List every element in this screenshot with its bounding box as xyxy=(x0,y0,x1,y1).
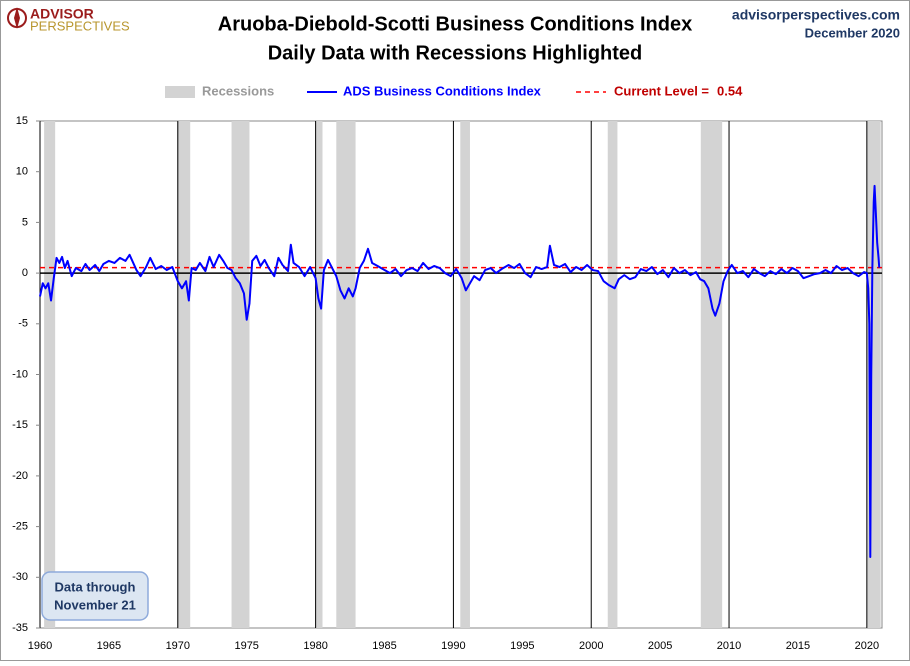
y-tick-label: -15 xyxy=(12,419,28,431)
y-tick-label: 5 xyxy=(22,216,28,228)
recession xyxy=(231,121,250,628)
x-tick-label: 1965 xyxy=(97,640,121,652)
x-tick-label: 2010 xyxy=(717,640,741,652)
x-tick-label: 2020 xyxy=(855,640,879,652)
logo-top: ADVISOR xyxy=(30,6,94,22)
recession xyxy=(336,121,356,628)
legend-label: ADS Business Conditions Index xyxy=(343,83,542,98)
y-tick-label: -10 xyxy=(12,368,28,380)
series-line xyxy=(39,184,881,559)
y-tick-label: -5 xyxy=(18,318,28,330)
x-tick-label: 2015 xyxy=(786,640,810,652)
y-tick-label: 15 xyxy=(16,115,28,127)
y-tick-label: 0 xyxy=(22,267,28,279)
chart-title: Aruoba-Diebold-Scotti Business Condition… xyxy=(218,13,692,35)
note: November 21 xyxy=(54,597,136,612)
note-box xyxy=(41,571,149,621)
y-tick-label: -30 xyxy=(12,571,28,583)
y-tick-label: -35 xyxy=(12,622,28,634)
legend-swatch xyxy=(165,86,195,98)
x-tick-label: 2005 xyxy=(648,640,672,652)
y-tick-label: -25 xyxy=(12,521,28,533)
recession xyxy=(44,121,56,628)
legend-value: 0.54 xyxy=(717,83,743,98)
y-tick-label: -20 xyxy=(12,470,28,482)
x-tick-label: 1975 xyxy=(234,640,258,652)
note: Data through xyxy=(55,579,136,594)
x-tick-label: 1995 xyxy=(510,640,534,652)
x-tick-label: 2000 xyxy=(579,640,603,652)
y-tick-label: 10 xyxy=(16,166,28,178)
x-tick-label: 1980 xyxy=(303,640,327,652)
recession xyxy=(177,121,191,628)
legend-label: Recessions xyxy=(202,83,274,98)
legend-label: Current Level = xyxy=(614,83,709,98)
x-tick-label: 1990 xyxy=(441,640,465,652)
recession xyxy=(460,121,470,628)
date: December 2020 xyxy=(805,25,900,40)
site: advisorperspectives.com xyxy=(732,7,900,23)
logo-bottom: PERSPECTIVES xyxy=(30,18,130,33)
x-tick-label: 1970 xyxy=(166,640,190,652)
chart-subtitle: Daily Data with Recessions Highlighted xyxy=(268,42,643,64)
x-tick-label: 1960 xyxy=(28,640,52,652)
logo-icon xyxy=(14,7,20,29)
recession xyxy=(607,121,618,628)
recession xyxy=(700,121,723,628)
x-tick-label: 1985 xyxy=(372,640,396,652)
recession xyxy=(315,121,323,628)
